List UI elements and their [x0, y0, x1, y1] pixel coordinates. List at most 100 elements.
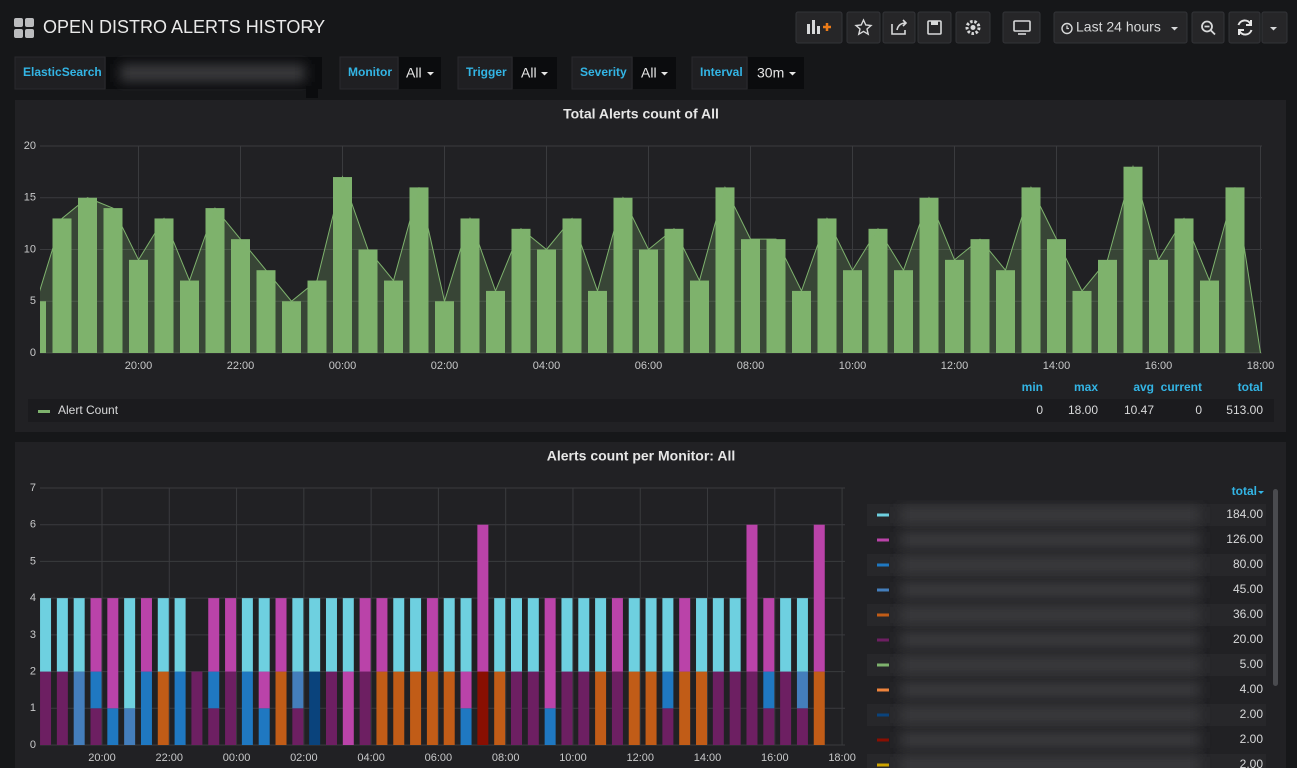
bar	[919, 197, 939, 353]
time-range-label[interactable]: Last 24 hours	[1076, 19, 1161, 35]
bar-segment	[662, 671, 674, 709]
bar-segment	[107, 708, 119, 745]
bar-segment	[712, 598, 724, 672]
bar-segment	[309, 671, 321, 745]
bar-segment	[796, 671, 808, 709]
save-button[interactable]	[917, 11, 952, 44]
refresh-button[interactable]	[1228, 11, 1261, 44]
x-tick-label: 04:00	[533, 360, 561, 372]
bar-segment	[292, 708, 304, 745]
bar-segment	[729, 671, 741, 745]
x-tick-label: 02:00	[290, 752, 318, 764]
legend-value: 45.00	[1233, 582, 1263, 596]
bar-segment	[258, 708, 270, 745]
bar	[460, 218, 480, 353]
legend-value: 36.00	[1233, 607, 1263, 621]
bar-segment	[140, 671, 152, 745]
legend-value: 2.00	[1240, 732, 1264, 746]
legend-header: total	[1238, 380, 1263, 394]
star-button[interactable]	[846, 11, 881, 44]
share-button[interactable]	[882, 11, 916, 44]
bar-segment	[426, 671, 438, 745]
bar-segment	[746, 671, 758, 745]
bar	[562, 218, 582, 353]
view-mode-button[interactable]	[1002, 11, 1041, 44]
bar-segment	[90, 671, 102, 709]
variable-severity[interactable]	[571, 56, 676, 90]
dashboard-title[interactable]: OPEN DISTRO ALERTS HISTORY	[43, 17, 325, 37]
redacted-name	[900, 757, 1200, 768]
redacted-name	[900, 582, 1200, 598]
variable-value[interactable]: 30m	[757, 65, 784, 81]
bar-segment	[544, 708, 556, 745]
bar	[282, 301, 301, 353]
dashboard-icon[interactable]	[14, 18, 34, 38]
bar	[715, 187, 735, 353]
bar-segment	[325, 598, 337, 672]
bar-segment	[275, 671, 287, 745]
bar	[358, 249, 378, 353]
bar-segment	[393, 671, 405, 745]
legend-header: min	[1022, 380, 1043, 394]
y-tick-label: 0	[30, 347, 36, 359]
legend-swatch	[877, 513, 889, 517]
scrollbar[interactable]	[1273, 489, 1278, 686]
y-tick-label: 7	[30, 482, 36, 494]
legend-swatch	[38, 410, 50, 413]
legend-value: 513.00	[1226, 403, 1263, 417]
variable-monitor[interactable]	[339, 56, 441, 90]
bar-segment	[376, 671, 388, 745]
variable-value[interactable]: All	[521, 65, 537, 81]
bar	[1225, 187, 1245, 353]
bar-segment	[696, 598, 708, 672]
bar-segment	[56, 598, 68, 672]
bar-segment	[511, 671, 522, 745]
variable-value[interactable]: All	[406, 65, 422, 81]
bar	[52, 218, 72, 353]
bar	[970, 239, 990, 353]
redacted-name	[900, 532, 1200, 548]
variable-label: Trigger	[466, 65, 507, 79]
bar	[307, 280, 327, 353]
variable-elasticsearch[interactable]	[14, 56, 322, 98]
bar-segment	[595, 598, 607, 672]
bar-segment	[157, 671, 169, 745]
x-tick-label: 16:00	[761, 752, 789, 764]
panel-title[interactable]: Total Alerts count of All	[563, 106, 719, 122]
refresh-interval-button[interactable]	[1261, 11, 1288, 44]
x-tick-label: 10:00	[559, 752, 587, 764]
bar-segment	[410, 671, 422, 745]
bar	[894, 270, 913, 353]
bar	[690, 280, 709, 353]
legend-header[interactable]: total	[1232, 484, 1257, 498]
y-tick-label: 4	[30, 592, 36, 604]
legend-swatch	[877, 563, 889, 567]
x-tick-label: 20:00	[125, 360, 153, 372]
variable-interval[interactable]	[691, 56, 804, 90]
x-tick-label: 16:00	[1145, 360, 1173, 372]
add-panel-button[interactable]	[795, 11, 843, 44]
redacted-name	[900, 732, 1200, 748]
x-tick-label: 06:00	[425, 752, 453, 764]
legend-header: avg	[1133, 380, 1154, 394]
bar-segment	[628, 671, 640, 745]
panel-title[interactable]: Alerts count per Monitor: All	[547, 448, 735, 464]
legend-swatch	[877, 613, 889, 617]
plot	[40, 524, 825, 745]
variable-trigger[interactable]	[457, 56, 557, 90]
bar-segment	[763, 708, 775, 745]
settings-button[interactable]	[955, 11, 991, 44]
variable-value[interactable]: All	[641, 65, 657, 81]
zoom-out-button[interactable]	[1191, 11, 1225, 44]
variable-label: Monitor	[348, 65, 392, 79]
time-picker[interactable]	[1053, 11, 1188, 44]
y-tick-label: 5	[30, 555, 36, 567]
x-tick-label: 20:00	[88, 752, 116, 764]
bar-segment	[460, 708, 472, 745]
x-tick-label: 18:00	[1247, 360, 1275, 372]
redacted-name	[900, 707, 1200, 723]
legend-swatch	[877, 538, 889, 542]
legend-value: 20.00	[1233, 632, 1263, 646]
y-tick-label: 20	[24, 140, 36, 152]
